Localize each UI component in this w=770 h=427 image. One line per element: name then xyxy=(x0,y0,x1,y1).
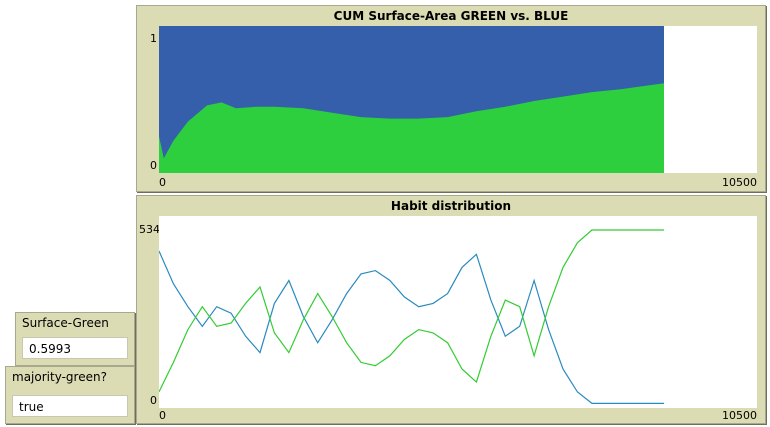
plot1-y-max-label: 1 xyxy=(150,32,157,45)
blue-habit-line xyxy=(159,250,664,404)
surface-green-monitor: Surface-Green 0.5993 xyxy=(15,312,135,366)
plot1-y-min-label: 0 xyxy=(150,159,157,172)
plot2-x-max-label: 10500 xyxy=(722,409,757,422)
surface-green-label: Surface-Green xyxy=(22,316,109,330)
majority-green-monitor: majority-green? true xyxy=(5,366,135,424)
plot1-svg xyxy=(159,26,664,173)
plot1-x-max-label: 10500 xyxy=(722,176,757,189)
plot2-canvas xyxy=(159,216,757,408)
habit-distribution-plot: Habit distribution 534 0 0 10500 xyxy=(136,195,766,424)
plot2-svg xyxy=(159,229,664,404)
plot1-canvas xyxy=(159,26,757,173)
cum-surface-area-plot: CUM Surface-Area GREEN vs. BLUE 1 0 0 10… xyxy=(136,5,766,192)
majority-green-value: true xyxy=(12,395,128,417)
majority-green-label: majority-green? xyxy=(12,370,107,384)
plot2-y-min-label: 0 xyxy=(150,394,157,407)
plot2-y-max-label: 534 xyxy=(139,223,160,236)
plot1-x-min-label: 0 xyxy=(159,176,166,189)
green-habit-line xyxy=(159,229,664,393)
green-area-series xyxy=(159,83,664,173)
plot2-x-min-label: 0 xyxy=(159,409,166,422)
plot1-title: CUM Surface-Area GREEN vs. BLUE xyxy=(333,9,569,23)
surface-green-value: 0.5993 xyxy=(22,337,128,359)
plot2-title: Habit distribution xyxy=(390,199,512,213)
